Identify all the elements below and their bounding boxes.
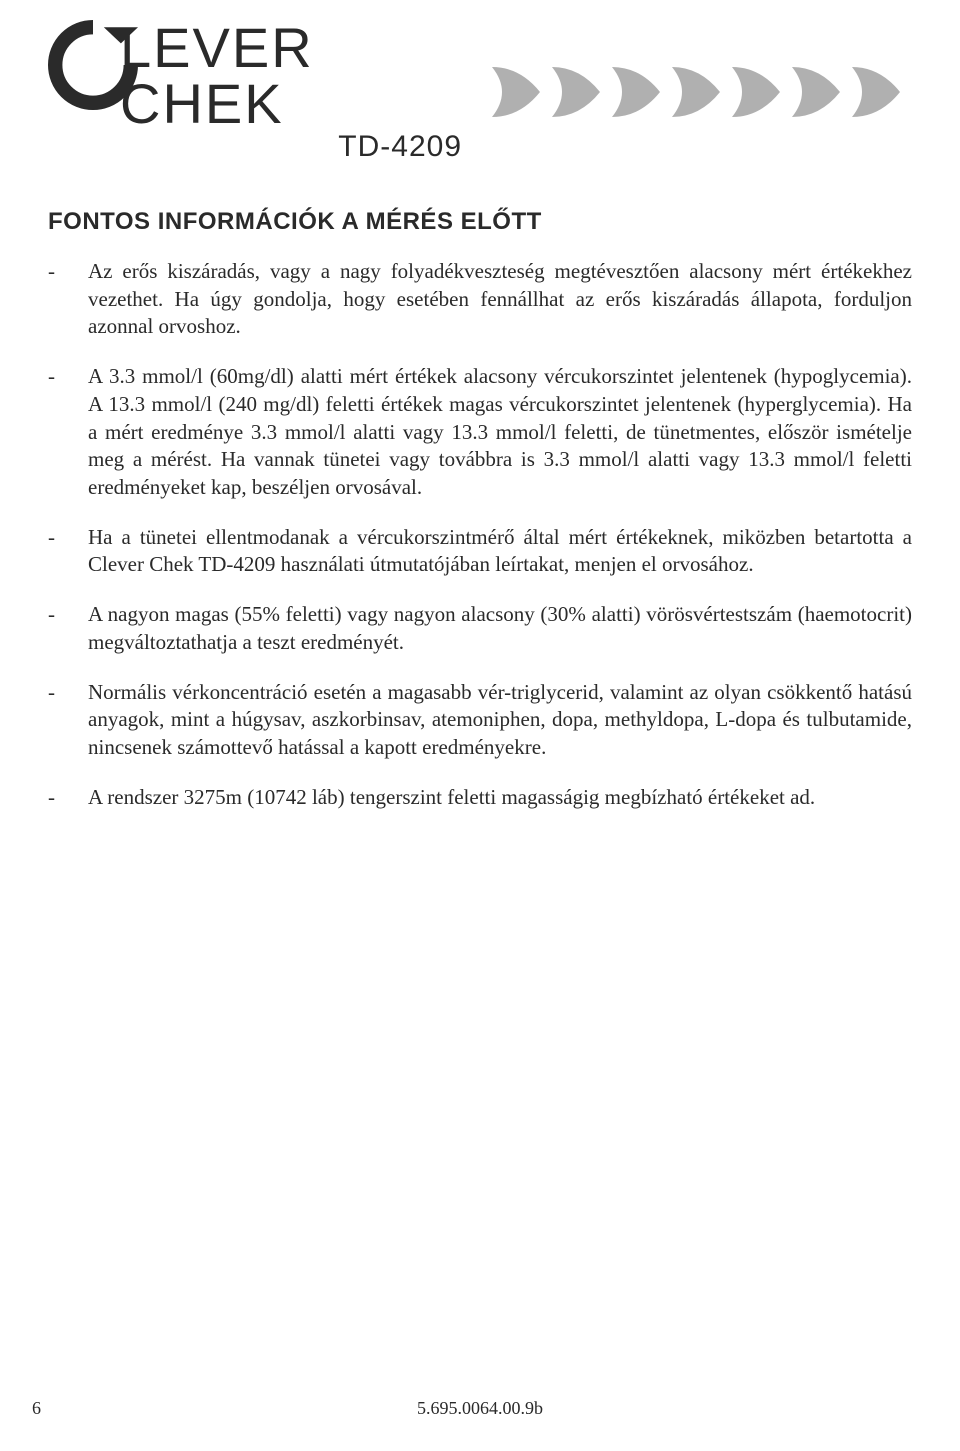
chevron-decoration	[492, 67, 912, 117]
logo-text: LEVER CHEK TD-4209	[120, 20, 462, 164]
footer-document-code: 5.695.0064.00.9b	[417, 1398, 543, 1419]
product-logo: LEVER CHEK TD-4209	[48, 20, 462, 164]
header-row: LEVER CHEK TD-4209	[48, 20, 912, 164]
list-item: A 3.3 mmol/l (60mg/dl) alatti mért érték…	[48, 363, 912, 502]
list-item: Normális vérkoncentráció esetén a magasa…	[48, 679, 912, 762]
logo-model-number: TD-4209	[120, 130, 462, 164]
page-number: 6	[32, 1398, 41, 1419]
section-title: FONTOS INFORMÁCIÓK A MÉRÉS ELŐTT	[48, 208, 912, 236]
list-item: A nagyon magas (55% feletti) vagy nagyon…	[48, 601, 912, 656]
list-item: Az erős kiszáradás, vagy a nagy folyadék…	[48, 258, 912, 341]
list-item: Ha a tünetei ellentmodanak a vércukorszi…	[48, 524, 912, 579]
list-item: A rendszer 3275m (10742 láb) tengerszint…	[48, 784, 912, 812]
info-bullet-list: Az erős kiszáradás, vagy a nagy folyadék…	[48, 258, 912, 812]
logo-wordmark: LEVER CHEK	[120, 20, 462, 132]
logo-c-arrow-mark	[48, 20, 138, 110]
